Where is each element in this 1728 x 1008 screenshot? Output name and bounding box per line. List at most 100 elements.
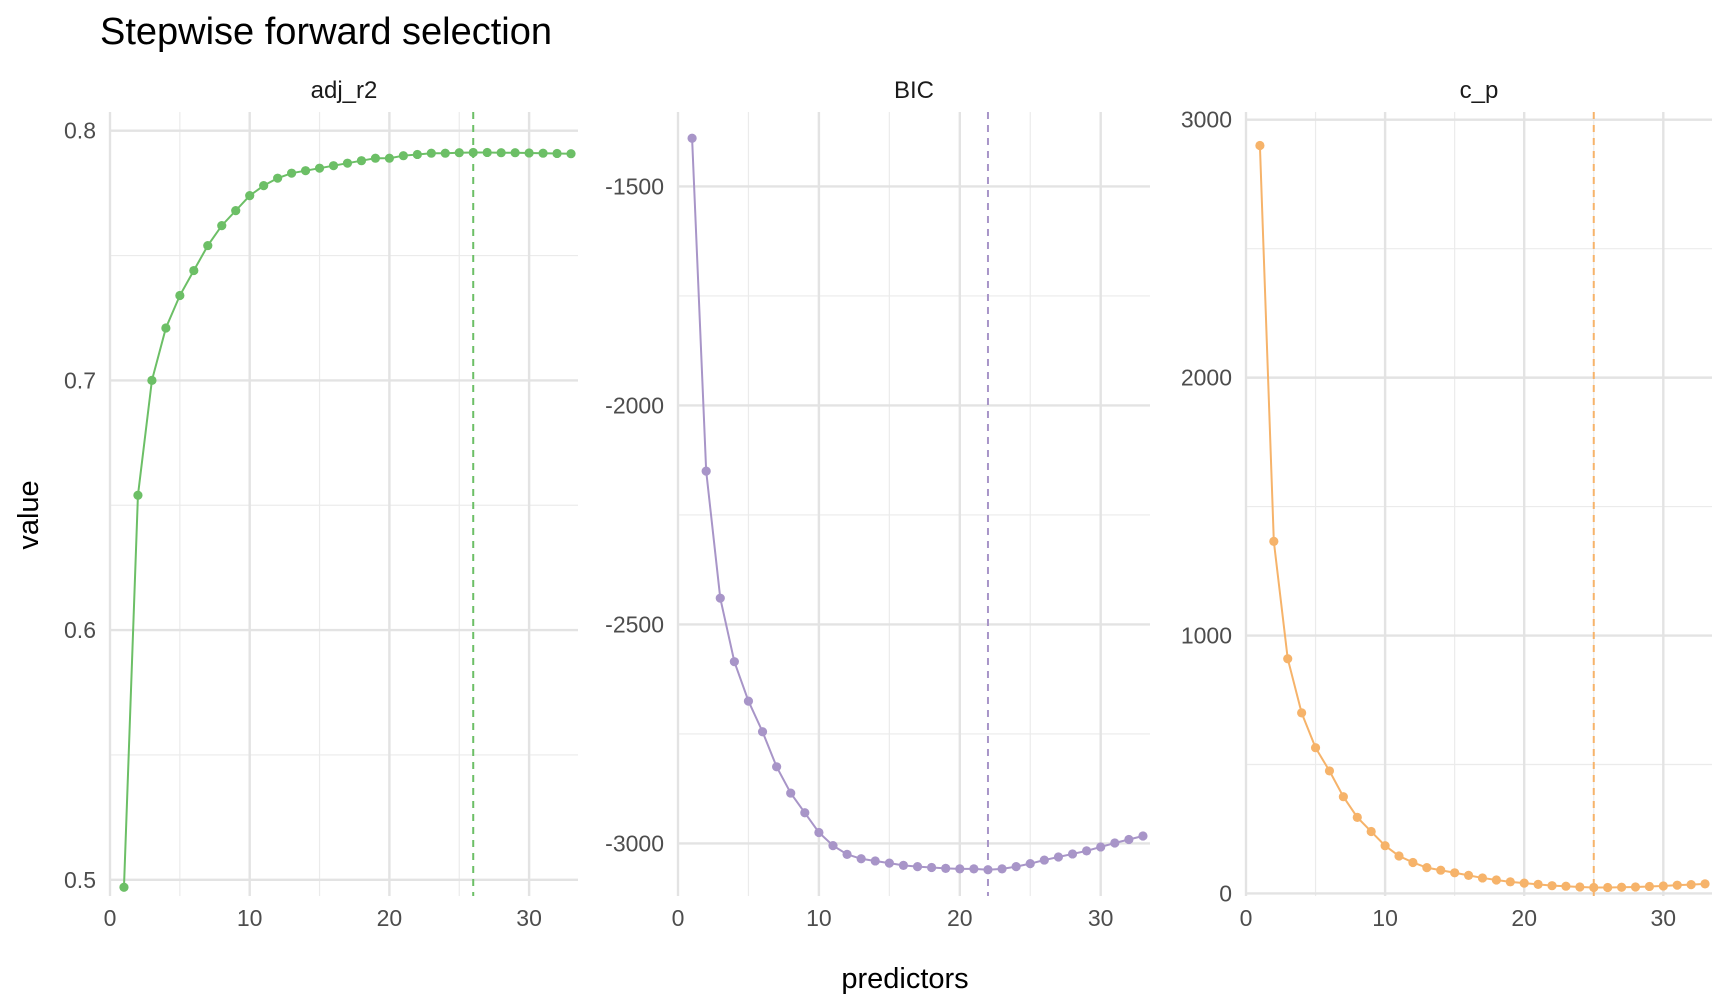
data-point xyxy=(482,147,492,158)
data-point xyxy=(687,133,697,143)
data-point xyxy=(969,864,979,874)
data-point xyxy=(1366,826,1376,837)
data-point xyxy=(1096,842,1106,852)
x-axis-title: predictors xyxy=(841,963,968,995)
data-point xyxy=(259,181,269,191)
y-tick-label: -3000 xyxy=(605,830,664,856)
data-point xyxy=(398,151,408,161)
data-point xyxy=(412,149,422,160)
data-point xyxy=(800,808,810,818)
data-point xyxy=(1025,858,1035,869)
y-tick-label: -1500 xyxy=(605,173,664,199)
data-point xyxy=(1081,846,1092,856)
data-point xyxy=(1686,880,1696,890)
data-point xyxy=(1283,654,1293,664)
x-tick-label: 20 xyxy=(947,905,973,931)
data-point xyxy=(273,173,283,183)
data-point xyxy=(468,147,478,158)
data-point xyxy=(119,882,129,892)
data-point xyxy=(927,862,937,873)
data-point xyxy=(370,153,381,163)
data-point xyxy=(1505,877,1515,887)
data-point xyxy=(147,375,157,386)
data-point xyxy=(314,163,325,173)
data-point xyxy=(524,148,534,158)
x-tick-label: 30 xyxy=(1088,905,1114,931)
data-point xyxy=(300,166,311,176)
series-line xyxy=(122,151,572,888)
data-point xyxy=(1547,881,1557,891)
data-point xyxy=(1533,879,1543,889)
data-point xyxy=(342,158,353,168)
facet-label: adj_r2 xyxy=(311,77,378,104)
data-point xyxy=(1589,882,1599,893)
series-line xyxy=(691,138,1144,871)
data-point xyxy=(1658,881,1668,891)
data-point xyxy=(1067,849,1078,859)
y-tick-label: 0.5 xyxy=(64,867,96,893)
data-point xyxy=(384,153,395,163)
x-tick-label: 20 xyxy=(1511,905,1537,931)
data-point xyxy=(1561,881,1571,891)
data-point xyxy=(701,466,711,476)
data-point xyxy=(884,858,894,868)
data-point xyxy=(1011,862,1021,872)
x-tick-label: 0 xyxy=(1240,905,1253,931)
chart-title: Stepwise forward selection xyxy=(100,11,552,53)
data-point xyxy=(1630,882,1641,892)
facet-label: BIC xyxy=(894,77,934,104)
data-point xyxy=(1269,536,1279,546)
data-point xyxy=(856,854,866,864)
data-point xyxy=(1124,834,1134,845)
data-point xyxy=(203,240,213,251)
data-point xyxy=(1519,878,1529,888)
data-point xyxy=(1408,857,1418,868)
y-tick-label: 0.8 xyxy=(64,118,96,144)
data-point xyxy=(997,864,1007,874)
x-tick-label: 30 xyxy=(1651,905,1677,931)
y-tick-label: -2000 xyxy=(605,392,664,418)
data-point xyxy=(217,221,227,231)
y-axis-title: value xyxy=(13,480,45,549)
facet-label: c_p xyxy=(1460,77,1499,104)
x-tick-label: 10 xyxy=(237,905,263,931)
data-point xyxy=(1338,792,1348,802)
panel-bic: BIC -3000 -2500 -2000 -1500 0 10 20 30 xyxy=(605,77,1150,931)
data-point xyxy=(440,148,450,158)
series-line xyxy=(1258,145,1706,889)
data-point xyxy=(1575,882,1585,892)
data-point xyxy=(1297,708,1307,718)
x-tick-label: 10 xyxy=(1372,905,1398,931)
data-point xyxy=(955,864,965,874)
data-point xyxy=(161,323,171,333)
data-point xyxy=(1422,863,1432,873)
data-point xyxy=(1644,881,1655,892)
data-point xyxy=(842,849,852,859)
data-point xyxy=(454,148,464,158)
data-point xyxy=(552,148,562,159)
data-point xyxy=(772,762,782,772)
data-point xyxy=(1394,851,1404,861)
data-point xyxy=(189,265,199,276)
x-tick-label: 30 xyxy=(516,905,542,931)
data-point xyxy=(983,865,993,875)
data-point xyxy=(510,148,520,158)
data-point xyxy=(133,490,143,500)
data-point xyxy=(1463,870,1474,880)
data-point xyxy=(426,148,436,158)
x-tick-label: 0 xyxy=(672,905,685,931)
data-point xyxy=(1450,868,1460,878)
data-point xyxy=(715,593,725,603)
y-tick-label: 0.6 xyxy=(64,617,96,643)
data-point xyxy=(1352,812,1362,822)
data-point xyxy=(175,290,185,301)
y-tick-label: 1000 xyxy=(1181,623,1232,649)
y-tick-label: 2000 xyxy=(1181,365,1232,391)
data-point xyxy=(828,841,838,851)
data-point xyxy=(743,696,754,706)
data-point xyxy=(757,727,768,737)
data-point xyxy=(1700,879,1710,889)
data-point xyxy=(1380,841,1390,851)
facet-panels: adj_r2 0.5 0.6 0.7 0.8 0 10 20 30 BIC -3000 -2500 -2… xyxy=(64,77,1712,931)
